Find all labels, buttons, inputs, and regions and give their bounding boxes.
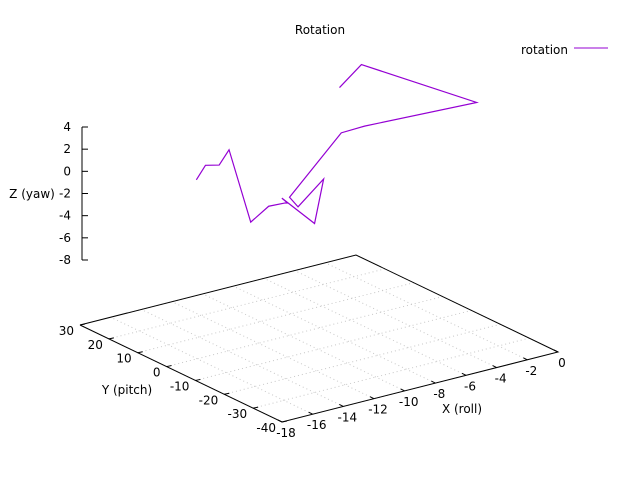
y-tick-label: -30 [228, 407, 248, 421]
x-tick-mark [492, 365, 497, 369]
legend-label: rotation [521, 43, 568, 57]
grid-line-x [110, 316, 313, 415]
grid-line-x [263, 277, 467, 376]
z-tick-label: 2 [63, 142, 71, 156]
grid-line-x [325, 262, 528, 361]
y-tick-label: -40 [256, 421, 276, 435]
x-tick-mark [277, 419, 283, 423]
axes [79, 126, 560, 423]
y-tick-mark [253, 406, 259, 409]
x-tick-label: -4 [495, 372, 507, 386]
grid-line-y [195, 309, 472, 381]
x-tick-label: -16 [307, 418, 327, 432]
grid-line-x [294, 270, 497, 369]
x-tick-mark [461, 372, 467, 376]
series-line-rotation [195, 63, 479, 225]
x-tick-mark [431, 380, 436, 384]
grid-line-x [171, 301, 375, 400]
y-tick-mark [195, 378, 201, 381]
grid-line-y [253, 337, 530, 409]
y-tick-mark [281, 420, 288, 423]
y-tick-label: -20 [199, 393, 219, 407]
grid-line-y [108, 268, 385, 340]
x-axis-label: X (roll) [442, 402, 482, 416]
y-tick-label: 30 [59, 324, 74, 338]
grid-line-x [233, 285, 436, 384]
x-tick-mark [308, 411, 313, 415]
z-tick-label: -2 [59, 187, 71, 201]
y-tick-mark [79, 323, 86, 326]
y-axis-label: Y (pitch) [101, 383, 152, 397]
y-tick-label: 20 [88, 338, 103, 352]
grid-line-x [202, 293, 405, 392]
y-tick-label: 0 [153, 366, 161, 380]
x-tick-label: -2 [525, 364, 537, 378]
z-tick-label: -4 [59, 209, 71, 223]
z-axis-label: Z (yaw) [9, 187, 55, 201]
x-tick-label: -18 [276, 426, 296, 440]
z-tick-label: 4 [63, 120, 71, 134]
y-tick-mark [108, 337, 114, 340]
z-tick-label: 0 [63, 164, 71, 178]
x-tick-label: -10 [399, 395, 419, 409]
grid-line-y [166, 296, 443, 368]
y-tick-label: -10 [170, 379, 190, 393]
y-tick-mark [166, 365, 172, 368]
x-tick-label: -14 [338, 410, 358, 424]
y-tick-label: 10 [116, 352, 131, 366]
x-tick-label: -6 [464, 379, 476, 393]
x-tick-mark [369, 396, 375, 400]
y-tick-mark [137, 351, 143, 354]
x-tick-mark [523, 357, 528, 361]
tick-labels: 420-2-4-6-8-18-16-14-12-10-8-6-4-20-40-3… [59, 120, 566, 440]
x-tick-mark [553, 349, 559, 353]
z-tick-label: -6 [59, 231, 71, 245]
x-tick-label: 0 [558, 356, 566, 370]
grid-line-y [224, 323, 501, 395]
z-tick-label: -8 [59, 253, 71, 267]
x-tick-mark [400, 388, 405, 392]
grid-line-x [141, 308, 344, 407]
series-layer [195, 63, 479, 225]
chart-title: Rotation [295, 23, 345, 37]
x-tick-mark [339, 403, 344, 407]
x-tick-label: -8 [433, 387, 445, 401]
y-tick-mark [224, 392, 230, 395]
x-tick-label: -12 [368, 403, 388, 417]
grid-line-y [137, 282, 414, 354]
